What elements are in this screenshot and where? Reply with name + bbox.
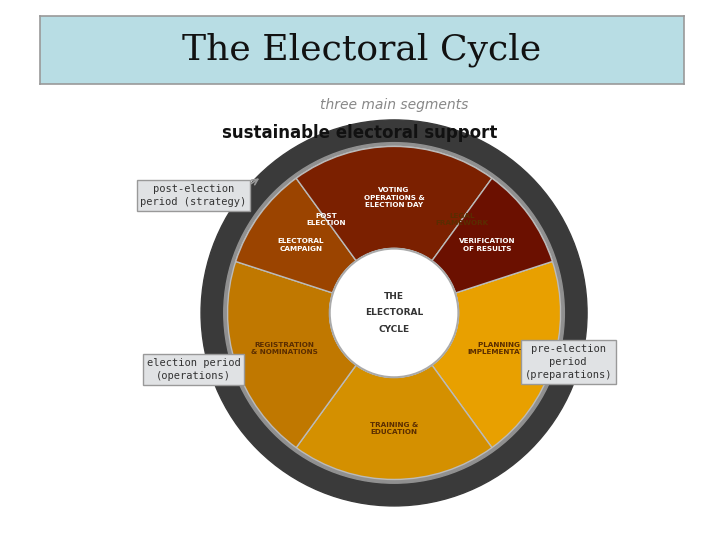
Text: three main segments: three main segments (320, 98, 468, 112)
Circle shape (224, 143, 564, 483)
Text: PLANNING &
IMPLEMENTATION: PLANNING & IMPLEMENTATION (468, 342, 540, 355)
Text: LEGAL
FRAMEWORK: LEGAL FRAMEWORK (436, 213, 488, 226)
Wedge shape (394, 146, 552, 293)
Circle shape (330, 248, 459, 377)
Text: VERIFICATION
OF RESULTS: VERIFICATION OF RESULTS (459, 238, 516, 252)
Text: ELECTORAL: ELECTORAL (365, 308, 423, 318)
Text: CYCLE: CYCLE (379, 325, 410, 334)
Wedge shape (235, 146, 394, 293)
Text: ELECTORAL
CAMPAIGN: ELECTORAL CAMPAIGN (277, 238, 324, 252)
Text: TRAINING &
EDUCATION: TRAINING & EDUCATION (370, 422, 418, 435)
Wedge shape (235, 178, 356, 293)
Circle shape (201, 120, 587, 506)
Text: sustainable electoral support: sustainable electoral support (222, 124, 498, 142)
Text: The Electoral Cycle: The Electoral Cycle (182, 33, 541, 67)
Wedge shape (432, 261, 561, 448)
Text: post-election
period (strategy): post-election period (strategy) (140, 184, 247, 207)
Text: election period
(operations): election period (operations) (147, 358, 240, 381)
Text: POST
ELECTION: POST ELECTION (307, 213, 346, 226)
Wedge shape (296, 365, 492, 480)
Text: THE: THE (384, 292, 404, 301)
Wedge shape (296, 146, 492, 261)
Text: pre-election
period
(preparations): pre-election period (preparations) (524, 344, 612, 380)
Text: REGISTRATION
& NOMINATIONS: REGISTRATION & NOMINATIONS (251, 342, 318, 355)
Wedge shape (228, 261, 356, 448)
Wedge shape (432, 178, 552, 293)
Text: VOTING
OPERATIONS &
ELECTION DAY: VOTING OPERATIONS & ELECTION DAY (364, 187, 424, 208)
